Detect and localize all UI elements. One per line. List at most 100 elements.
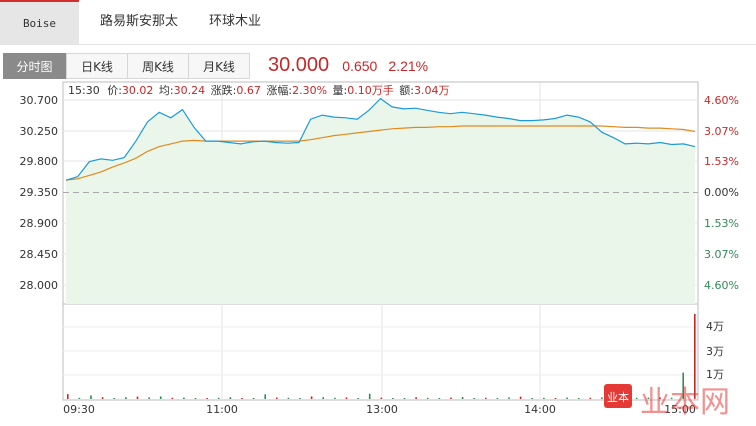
volume-bar <box>473 398 475 399</box>
tab-label: 环球木业 <box>209 14 262 29</box>
time-tick: 14:00 <box>524 403 556 416</box>
volume-bar <box>403 398 406 399</box>
volume-tick: 4万 <box>706 320 724 333</box>
volume-bar <box>694 313 696 399</box>
volume-tick: 3万 <box>706 345 724 358</box>
price-tick: 28.900 <box>20 217 59 230</box>
percent-tick: 4.60% <box>704 279 739 292</box>
volume-bar <box>276 397 278 399</box>
volume-bar <box>241 398 243 399</box>
volume-bar <box>554 398 557 399</box>
watermark: 业本 业本网 <box>604 384 730 420</box>
volume-bar <box>78 397 81 399</box>
time-tick: 13:00 <box>366 403 398 416</box>
volume-bar <box>148 397 150 399</box>
percent-tick: 3.07% <box>704 125 739 138</box>
tab-monthly-k[interactable]: 月K线 <box>188 53 250 79</box>
watermark-logo-glyph: 业本 <box>607 390 629 404</box>
price-line <box>65 97 696 181</box>
tab-louisiana-pacific[interactable]: 路易斯安那太 <box>100 0 178 44</box>
volume-bar <box>264 394 266 399</box>
volume-bar <box>635 397 638 399</box>
volume-bar <box>125 397 127 399</box>
info-vol-label: 量: <box>333 84 348 97</box>
info-line: 15:30 价:30.02 均:30.24 涨跌:0.67 涨幅:2.30% 量… <box>68 83 449 97</box>
info-vol: 0.10万手 <box>347 83 394 97</box>
percent-tick: 1.53% <box>704 155 739 168</box>
volume-bar <box>206 398 208 399</box>
current-price: 30.000 <box>268 54 330 76</box>
info-amount-label: 额: <box>399 84 414 97</box>
info-price: 30.02 <box>122 84 154 97</box>
tab-intraday[interactable]: 分时图 <box>3 53 66 79</box>
volume-bar <box>647 397 650 399</box>
volume-bar <box>438 398 441 399</box>
volume-bar <box>299 398 301 399</box>
volume-bar <box>217 397 220 399</box>
time-tick: 09:30 <box>63 403 95 416</box>
info-change: 0.67 <box>236 84 261 97</box>
volume-bar <box>345 397 348 399</box>
tab-daily-k[interactable]: 日K线 <box>66 53 128 79</box>
volume-bar <box>577 398 580 399</box>
volume-bar <box>392 398 394 399</box>
volume-bar <box>357 398 359 399</box>
price-tick: 30.250 <box>20 125 59 138</box>
tab-universal-forest[interactable]: 环球木业 <box>209 0 261 44</box>
info-amount: 3.04万 <box>414 84 450 97</box>
time-tick: 15:00 <box>664 403 696 416</box>
volume-bar <box>531 398 533 399</box>
volume-panel-frame <box>62 303 699 401</box>
percent-tick: 3.07% <box>704 248 739 261</box>
volume-bar <box>322 397 324 399</box>
average-price-line <box>65 125 696 181</box>
volume-bar <box>194 398 197 399</box>
volume-bar <box>519 396 522 399</box>
info-avg-label: 均: <box>159 84 174 97</box>
price-tick: 30.700 <box>20 94 59 107</box>
volume-bar <box>659 397 661 399</box>
info-change-label: 涨跌: <box>211 83 237 97</box>
top-tab-bar: Boise 路易斯安那太 环球木业 <box>0 0 756 45</box>
info-amp: 2.30% <box>292 84 327 97</box>
volume-bar <box>101 397 104 399</box>
volume-bar <box>461 397 464 399</box>
volume-bar <box>415 397 417 399</box>
volume-bar <box>67 394 69 399</box>
quote-summary: 30.000 0.650 2.21% <box>268 54 428 80</box>
percent-axis: 4.60% 3.07% 1.53% 0.00% 1.53% 3.07% 4.60… <box>704 94 739 292</box>
info-avg: 30.24 <box>174 84 206 97</box>
volume-bar <box>543 397 545 399</box>
volume-bar <box>310 396 313 399</box>
price-tick: 29.350 <box>20 186 59 199</box>
time-axis: 09:30 11:00 13:00 14:00 15:00 <box>63 403 696 416</box>
volume-bar <box>496 398 499 399</box>
time-tick: 11:00 <box>206 403 238 416</box>
price-area-fill <box>66 98 695 304</box>
volume-bar <box>508 397 510 399</box>
volume-bar <box>566 397 568 399</box>
volume-bar <box>113 398 115 399</box>
price-change-percent: 2.21% <box>388 58 429 74</box>
volume-bar <box>682 372 684 399</box>
price-axis: 30.700 30.250 29.800 29.350 28.900 28.45… <box>20 94 59 292</box>
watermark-text: 业本网 <box>640 385 730 420</box>
volume-bar <box>90 395 92 399</box>
volume-bar <box>670 397 673 399</box>
volume-bar <box>601 397 603 399</box>
percent-tick: 0.00% <box>704 186 739 199</box>
info-price-label: 价: <box>107 84 122 97</box>
tab-label: 路易斯安那太 <box>100 14 179 29</box>
volume-bar <box>159 396 162 399</box>
volume-bar <box>252 398 255 399</box>
volume-bar <box>368 393 371 399</box>
volume-bar <box>334 397 336 399</box>
tab-boise[interactable]: Boise <box>0 0 79 44</box>
volume-bar <box>171 397 174 399</box>
tab-weekly-k[interactable]: 周K线 <box>127 53 189 79</box>
price-tick: 28.450 <box>20 248 59 261</box>
volume-bar <box>589 397 592 399</box>
volume-bar <box>136 396 139 399</box>
volume-bar <box>450 397 452 399</box>
